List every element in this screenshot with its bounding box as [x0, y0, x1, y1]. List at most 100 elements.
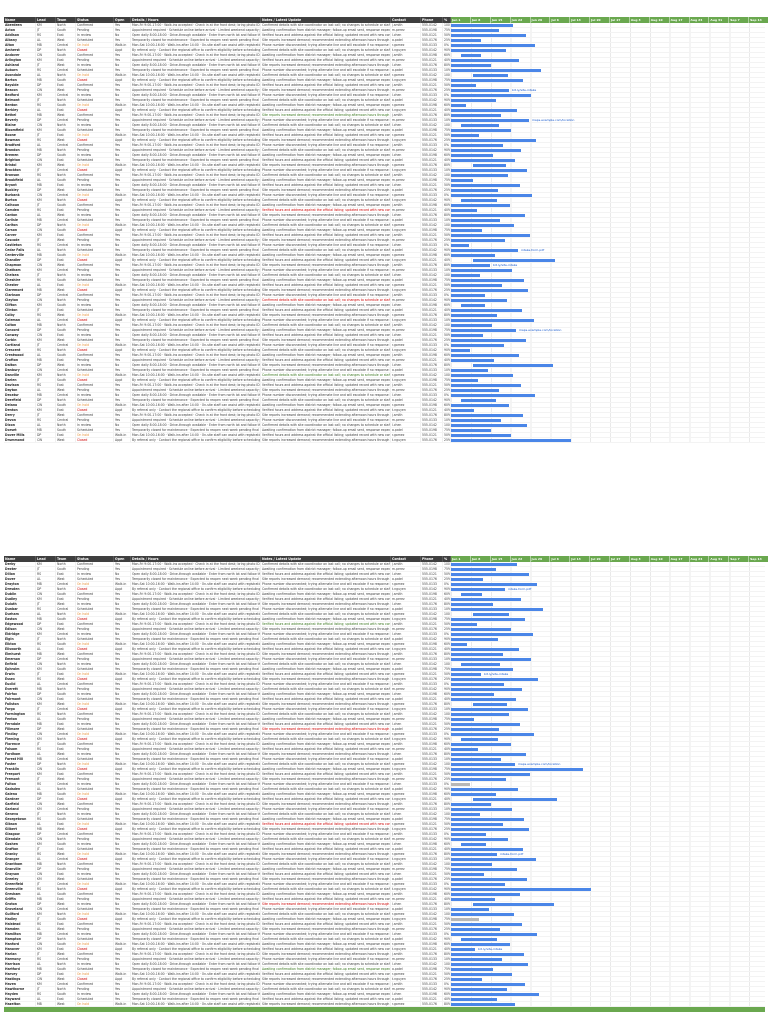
cell-open[interactable]: Yes — [114, 622, 131, 626]
gantt-bar[interactable] — [451, 647, 519, 651]
cell-name[interactable]: Barton — [4, 78, 36, 82]
cell-pct[interactable]: 40% — [444, 158, 451, 162]
cell-pct[interactable]: 0% — [443, 982, 451, 986]
cell-status[interactable]: Confirmed — [76, 952, 114, 956]
cell-phone[interactable]: 555-0198 — [421, 428, 443, 432]
cell-pct[interactable]: 50% — [444, 722, 451, 726]
cell-team[interactable]: South — [56, 667, 76, 671]
cell-contact[interactable]: m.perez — [391, 328, 421, 332]
cell-name[interactable]: Crestwood — [4, 353, 36, 357]
cell-phone[interactable]: 555-0142 — [421, 787, 443, 791]
cell-desc[interactable]: Mon-Fri 9:00-17:00 · Walk-ins accepted ·… — [132, 772, 261, 776]
cell-desc[interactable]: Mon-Sat 10:00-16:00 · Walk-ins after 14:… — [132, 193, 261, 197]
cell-team[interactable]: South — [56, 692, 76, 696]
cell-desc[interactable]: By referral only · Contact the regional … — [132, 947, 261, 951]
cell-lead[interactable]: DP — [36, 363, 56, 367]
cell-contact[interactable]: r.gomez — [391, 912, 421, 916]
cell-status[interactable]: In review — [76, 393, 114, 397]
cell-notes[interactable]: Verified hours and address against the o… — [262, 358, 391, 362]
cell-status[interactable]: Scheduled — [76, 398, 114, 402]
gantt-bar[interactable] — [451, 348, 470, 352]
gantt-bar[interactable] — [451, 178, 473, 182]
gantt-bar[interactable] — [451, 967, 493, 971]
cell-team[interactable]: West — [56, 777, 76, 781]
cell-desc[interactable]: Open daily 8:00-18:00 · Drive-through av… — [132, 93, 261, 97]
timeline-cell[interactable] — [451, 697, 768, 701]
cell-open[interactable]: Yes — [114, 188, 131, 192]
cell-status[interactable]: Closed — [76, 348, 114, 352]
cell-status[interactable]: Pending — [76, 957, 114, 961]
cell-lead[interactable]: KM — [36, 303, 56, 307]
cell-contact[interactable]: j.smith — [391, 562, 421, 566]
cell-phone[interactable]: 555-0176 — [421, 827, 443, 831]
timeline-cell[interactable] — [451, 98, 768, 102]
cell-name[interactable]: Guilford — [4, 912, 36, 916]
cell-team[interactable]: South — [56, 378, 76, 382]
timeline-cell[interactable] — [451, 278, 768, 282]
cell-desc[interactable]: Appointment required · Schedule online b… — [132, 418, 261, 422]
cell-pct[interactable]: 25% — [444, 827, 451, 831]
cell-phone[interactable]: 555-0133 — [421, 757, 443, 761]
cell-open[interactable]: Yes — [114, 777, 131, 781]
cell-pct[interactable]: 60% — [444, 992, 451, 996]
cell-contact[interactable]: r.gomez — [391, 163, 421, 167]
cell-status[interactable]: Pending — [76, 717, 114, 721]
cell-contact[interactable]: m.perez — [391, 867, 421, 871]
cell-open[interactable]: Yes — [114, 128, 131, 132]
cell-contact[interactable]: m.perez — [391, 208, 421, 212]
cell-open[interactable]: Yes — [114, 148, 131, 152]
cell-status[interactable]: On hold — [76, 912, 114, 916]
cell-lead[interactable]: RS — [36, 957, 56, 961]
cell-open[interactable]: Yes — [114, 742, 131, 746]
timeline-cell[interactable] — [451, 413, 768, 417]
timeline-cell[interactable] — [451, 163, 768, 167]
cell-desc[interactable]: Mon-Fri 9:00-17:00 · Walk-ins accepted ·… — [132, 712, 261, 716]
timeline-cell[interactable] — [451, 712, 768, 716]
cell-name[interactable]: Durham — [4, 612, 36, 616]
timeline-cell[interactable] — [451, 398, 768, 402]
cell-pct[interactable]: 60% — [444, 303, 451, 307]
cell-pct[interactable]: 25% — [444, 627, 451, 631]
cell-notes[interactable]: Confirmed details with site coordinator … — [262, 73, 391, 77]
cell-status[interactable]: In review — [76, 782, 114, 786]
cell-status[interactable]: On hold — [76, 792, 114, 796]
cell-open[interactable]: Yes — [114, 747, 131, 751]
cell-name[interactable]: Delano — [4, 403, 36, 407]
cell-name[interactable]: Groveland — [4, 907, 36, 911]
gantt-bar[interactable] — [451, 907, 489, 911]
cell-phone[interactable]: 555-0133 — [421, 318, 443, 322]
cell-status[interactable]: Pending — [76, 897, 114, 901]
timeline-cell[interactable] — [451, 218, 768, 222]
cell-notes[interactable]: Confirmed details with site coordinator … — [262, 323, 391, 327]
cell-name[interactable]: Auburn — [4, 68, 36, 72]
cell-name[interactable]: Carlton — [4, 223, 36, 227]
cell-team[interactable]: East — [56, 922, 76, 926]
cell-status[interactable]: In review — [76, 752, 114, 756]
cell-phone[interactable]: 555-0142 — [421, 398, 443, 402]
cell-team[interactable]: West — [56, 38, 76, 42]
cell-lead[interactable]: CW — [36, 907, 56, 911]
cell-team[interactable]: South — [56, 817, 76, 821]
cell-status[interactable]: Confirmed — [76, 383, 114, 387]
cell-phone[interactable]: 555-0198 — [421, 28, 443, 32]
cell-status[interactable]: On hold — [76, 73, 114, 77]
cell-team[interactable]: West — [56, 63, 76, 67]
cell-phone[interactable]: 555-0121 — [421, 647, 443, 651]
cell-notes[interactable]: Verified hours and address against the o… — [262, 258, 391, 262]
cell-status[interactable]: Closed — [76, 797, 114, 801]
timeline-cell[interactable] — [451, 158, 768, 162]
cell-contact[interactable]: m.perez — [391, 897, 421, 901]
cell-status[interactable]: Confirmed — [76, 892, 114, 896]
cell-lead[interactable]: AL — [36, 388, 56, 392]
gantt-bar[interactable] — [451, 293, 485, 297]
cell-status[interactable]: Closed — [76, 917, 114, 921]
cell-desc[interactable]: Temporarily closed for maintenance · Exp… — [131, 697, 261, 701]
cell-team[interactable]: East — [56, 208, 76, 212]
cell-status[interactable]: On hold — [76, 313, 114, 317]
cell-open[interactable]: Yes — [114, 892, 131, 896]
cell-phone[interactable]: 555-0176 — [421, 977, 443, 981]
cell-open[interactable]: Yes — [114, 597, 131, 601]
cell-desc[interactable]: Mon-Fri 9:00-17:00 · Walk-ins accepted ·… — [132, 113, 261, 117]
cell-notes[interactable]: Phone number disconnected; trying altern… — [262, 757, 391, 761]
cell-lead[interactable]: RS — [36, 68, 56, 72]
